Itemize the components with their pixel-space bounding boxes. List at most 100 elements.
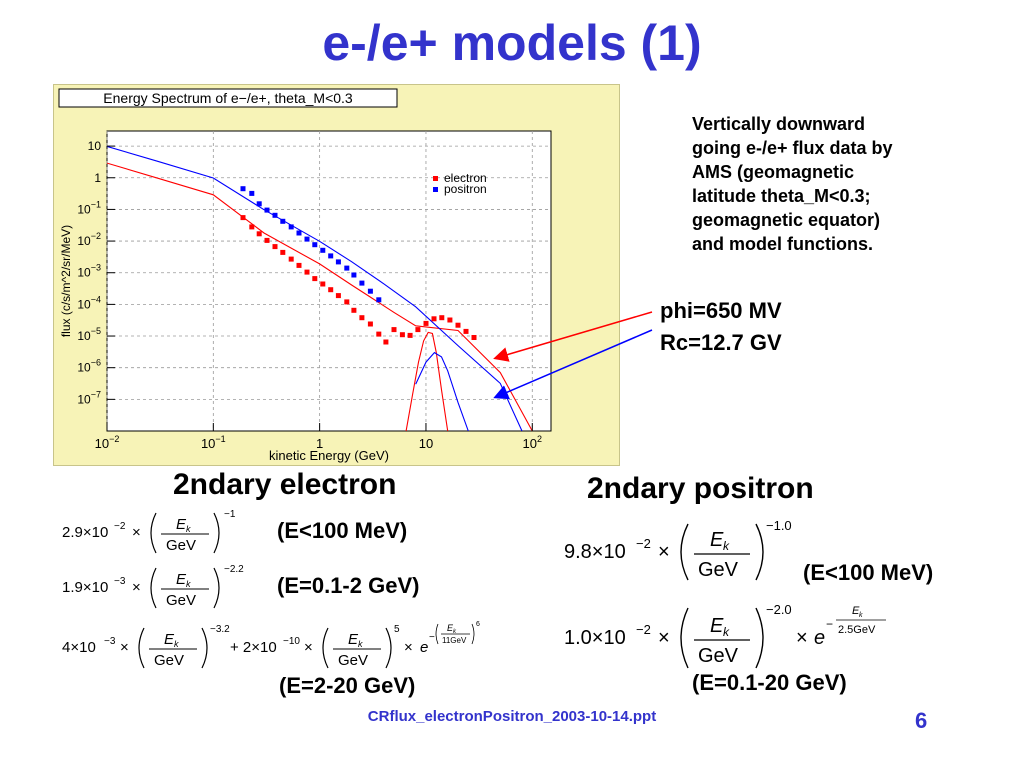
right-paren (201, 627, 208, 669)
data-point-electron (272, 244, 278, 250)
gev-unit: GeV (154, 652, 184, 669)
power-exponent-2: 5 (394, 624, 400, 635)
minus-sign: − (429, 632, 435, 643)
positron-range-2: (E=0.1-20 GeV) (692, 670, 847, 695)
left-paren (150, 567, 157, 609)
data-point-positron (376, 297, 382, 303)
arrow-to-positron (493, 329, 653, 400)
ek-symbol: E (447, 623, 454, 633)
cutoff-denominator: 2.5GeV (838, 624, 876, 636)
x-tick-label: 10 (419, 436, 433, 451)
power-exponent-1: −3.2 (210, 624, 230, 635)
rc-parameter: Rc=12.7 GV (660, 330, 782, 355)
power-exponent: −2.2 (224, 564, 244, 575)
data-point-electron (344, 299, 350, 305)
electron-formula-1: 2.9×10 −2 × E k GeV −1 (62, 509, 236, 554)
footer-filename: CRflux_electronPositron_2003-10-14.ppt (367, 708, 657, 725)
positron-range-1: (E<100 MeV) (803, 560, 934, 585)
e-symbol: e (420, 639, 428, 656)
electron-range-3: (E=2-20 GeV) (279, 673, 416, 698)
data-point-electron (423, 320, 429, 326)
model-lines (107, 145, 533, 431)
data-point-electron (351, 307, 357, 313)
data-point-positron (320, 247, 326, 253)
y-axis-label: flux (c/s/m^2/sr/MeV) (59, 225, 73, 337)
right-paren-small (471, 623, 475, 645)
right-paren (755, 607, 764, 669)
data-point-positron (288, 224, 294, 230)
description-line: Vertically downward (692, 114, 866, 134)
model-curve (107, 145, 523, 431)
ek-symbol: E (710, 529, 724, 551)
times-symbol: × (132, 524, 141, 541)
data-point-electron (415, 327, 421, 333)
data-point-positron (240, 186, 246, 192)
ek-symbol: E (164, 631, 175, 648)
data-point-positron (359, 280, 365, 286)
x-axis-label: kinetic Energy (GeV) (269, 448, 389, 463)
left-paren (680, 523, 689, 581)
right-paren (213, 512, 220, 554)
power-exponent: −2.0 (766, 602, 792, 617)
description-line: latitude theta_M<0.3; (692, 186, 871, 206)
gev-unit: GeV (166, 592, 196, 609)
data-point-electron (335, 293, 341, 299)
data-point-electron (407, 332, 413, 338)
power-exponent: −1 (224, 509, 236, 520)
coefficient-2: + 2×10 (230, 639, 277, 656)
electron-formula-3: 4×10 −3 × E k GeV −3.2 + 2×10 −10 × E k … (62, 621, 480, 669)
coefficient-exponent: −3 (114, 576, 126, 587)
data-point-positron (249, 190, 255, 196)
data-point-electron (256, 231, 262, 237)
ek-subscript: k (723, 625, 730, 639)
coefficient: 1.0×10 (564, 627, 626, 649)
ek-subscript: k (859, 612, 863, 619)
left-paren (680, 607, 689, 669)
data-point-electron (391, 327, 397, 333)
chart-legend: electron positron (433, 171, 487, 196)
ek-subscript: k (186, 579, 191, 589)
positron-formula-1: 9.8×10 −2 × E k GeV −1.0 (564, 518, 792, 581)
ek-subscript: k (453, 629, 457, 635)
electron-heading: 2ndary electron (173, 468, 397, 501)
right-paren (385, 627, 392, 669)
ek-symbol: E (852, 605, 860, 617)
data-point-positron (367, 288, 373, 294)
gev-unit: GeV (698, 645, 739, 667)
data-point-electron (447, 317, 453, 323)
description-line: geomagnetic equator) (692, 210, 881, 230)
gev-unit: GeV (166, 537, 196, 554)
positron-formula-2: 1.0×10 −2 × E k GeV −2.0 × e − E k 2.5Ge… (564, 602, 886, 669)
description-line: AMS (geomagnetic (692, 162, 855, 182)
minus-sign: − (826, 617, 833, 631)
data-point-electron (288, 256, 294, 262)
data-point-electron (383, 339, 389, 345)
page-number: 6 (915, 708, 928, 733)
y-tick-label: 10−6 (77, 358, 101, 375)
data-point-positron (351, 272, 357, 278)
times-symbol: × (132, 579, 141, 596)
slide-title: e-/e+ models (1) (322, 15, 702, 71)
data-point-positron (264, 207, 270, 213)
data-point-electron (296, 262, 302, 268)
data-point-positron (256, 201, 262, 207)
e-symbol: e (814, 627, 825, 649)
cutoff-power: 6 (476, 621, 480, 628)
data-point-electron (264, 237, 270, 243)
legend-label-positron: positron (444, 182, 487, 196)
x-tick-label: 10−1 (201, 434, 226, 451)
times-symbol: × (404, 639, 413, 656)
legend-label-electron: electron (444, 171, 487, 185)
x-tick-label: 1 (316, 436, 323, 451)
times-symbol: × (304, 639, 313, 656)
data-point-positron (296, 230, 302, 236)
coefficient-exponent: −2 (114, 521, 126, 532)
coefficient: 1.9×10 (62, 579, 108, 596)
data-point-electron (249, 224, 255, 230)
left-paren (138, 627, 145, 669)
electron-range-1: (E<100 MeV) (277, 518, 408, 543)
data-point-electron (328, 287, 334, 293)
times-symbol: × (658, 627, 670, 649)
energy-spectrum-chart: Energy Spectrum of e−/e+, theta_M<0.3 10… (58, 88, 552, 463)
data-point-positron (328, 253, 334, 259)
